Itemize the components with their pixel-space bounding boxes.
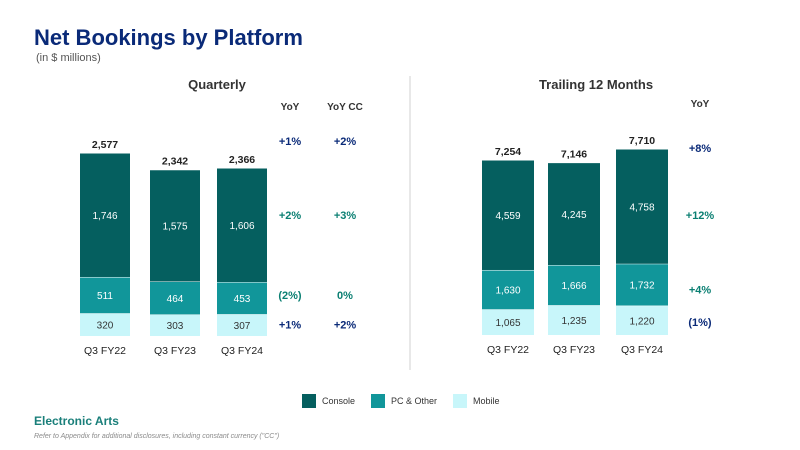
quarterly-value-label-console: 1,575 xyxy=(162,222,187,233)
quarterly-value-label-console: 1,606 xyxy=(229,221,254,232)
trailing-12-months-category-label: Q3 FY24 xyxy=(621,344,663,356)
trailing-12-months-bar-console xyxy=(482,160,534,270)
quarterly-category-label: Q3 FY23 xyxy=(154,345,196,357)
quarterly-value-label-mobile: 303 xyxy=(167,321,184,332)
quarterly-category-label: Q3 FY22 xyxy=(84,345,126,357)
quarterly-yoy-total: +1% xyxy=(279,136,302,148)
quarterly-value-label-mobile: 307 xyxy=(234,321,251,332)
trailing-12-months-total-label: 7,710 xyxy=(629,135,655,147)
quarterly-value-label-mobile: 320 xyxy=(97,321,114,332)
quarterly-yoy-header: YoY xyxy=(281,102,300,113)
quarterly-title: Quarterly xyxy=(188,77,247,92)
quarterly-total-label: 2,366 xyxy=(229,154,255,166)
trailing-12-months-bar-mobile xyxy=(548,305,600,335)
quarterly-yoy-header: YoY CC xyxy=(327,102,363,113)
quarterly-bar-pc-other xyxy=(150,281,200,315)
quarterly-yoy-console: +3% xyxy=(334,210,357,222)
trailing-12-months-title: Trailing 12 Months xyxy=(539,77,653,92)
trailing-12-months-yoy-pc-other: +4% xyxy=(689,285,712,297)
quarterly-bar-pc-other xyxy=(80,276,130,314)
legend-swatch-console xyxy=(302,394,316,408)
quarterly-yoy-mobile: +2% xyxy=(334,320,357,332)
legend-swatch-pc xyxy=(371,394,386,408)
legend-item-mobile: Mobile xyxy=(453,394,500,408)
quarterly-value-label-pc-other: 511 xyxy=(97,291,113,302)
quarterly-bar-mobile xyxy=(80,313,130,336)
legend-label-pc: PC & Other xyxy=(391,396,438,406)
legend-label-mobile: Mobile xyxy=(473,396,500,406)
quarterly-value-label-pc-other: 464 xyxy=(167,294,184,305)
legend-swatch-mobile xyxy=(453,394,468,408)
trailing-12-months-value-label-mobile: 1,235 xyxy=(561,316,586,327)
trailing-12-months-yoy-mobile: (1%) xyxy=(688,317,712,329)
quarterly-bar-mobile xyxy=(217,314,267,336)
trailing-12-months-total-label: 7,146 xyxy=(561,149,587,161)
legend-label-console: Console xyxy=(322,396,356,406)
page-subtitle: (in $ millions) xyxy=(36,52,101,64)
trailing-12-months-bar-pc-other xyxy=(616,263,668,306)
trailing-12-months-bar-console xyxy=(616,149,668,264)
quarterly-total-label: 2,577 xyxy=(92,139,118,151)
trailing-12-months-total-label: 7,254 xyxy=(495,146,521,158)
trailing-12-months-value-label-pc-other: 1,666 xyxy=(561,281,586,292)
trailing-12-months-category-label: Q3 FY22 xyxy=(487,344,529,356)
trailing-12-months-value-label-mobile: 1,065 xyxy=(495,318,520,329)
quarterly-yoy-mobile: +1% xyxy=(279,320,302,332)
quarterly-value-label-pc-other: 453 xyxy=(234,294,251,305)
page-title: Net Bookings by Platform xyxy=(34,25,303,50)
trailing-12-months-value-label-console: 4,245 xyxy=(561,210,586,221)
trailing-12-months-bar-mobile xyxy=(482,309,534,335)
legend: Console PC & Other Mobile xyxy=(302,394,500,408)
quarterly-bar-mobile xyxy=(150,314,200,336)
legend-item-console: Console xyxy=(302,394,355,408)
quarterly-yoy-console: +2% xyxy=(279,210,302,222)
quarterly-bar-console xyxy=(80,153,130,277)
quarterly-bar-console xyxy=(217,167,267,283)
footnote: Refer to Appendix for additional disclos… xyxy=(34,433,280,440)
quarterly-yoy-pc-other: (2%) xyxy=(278,290,302,302)
trailing-12-months-bar-mobile xyxy=(616,305,668,335)
trailing-12-months-yoy-header: YoY xyxy=(691,99,710,110)
quarterly-value-label-console: 1,746 xyxy=(92,211,117,222)
quarterly-category-label: Q3 FY24 xyxy=(221,345,263,357)
legend-item-pc: PC & Other xyxy=(371,394,437,408)
trailing-12-months-value-label-mobile: 1,220 xyxy=(629,316,654,327)
trailing-12-months-bar-pc-other xyxy=(548,265,600,306)
quarterly-bar-console xyxy=(150,169,200,282)
quarterly-yoy-pc-other: 0% xyxy=(337,290,353,302)
trailing-12-months-value-label-pc-other: 1,630 xyxy=(495,286,520,297)
trailing-12-months-bar-pc-other xyxy=(482,269,534,310)
trailing-12-months-value-label-console: 4,758 xyxy=(629,202,654,213)
trailing-12-months-value-label-console: 4,559 xyxy=(495,211,520,222)
trailing-12-months-category-label: Q3 FY23 xyxy=(553,344,595,356)
trailing-12-months-yoy-console: +12% xyxy=(686,210,715,222)
trailing-12-months-value-label-pc-other: 1,732 xyxy=(629,281,654,292)
quarterly-total-label: 2,342 xyxy=(162,156,188,168)
quarterly-yoy-total: +2% xyxy=(334,136,357,148)
trailing-12-months-yoy-total: +8% xyxy=(689,143,712,155)
trailing-12-months-bar-console xyxy=(548,162,600,266)
brand-logo: Electronic Arts xyxy=(34,414,119,428)
quarterly-bar-pc-other xyxy=(217,282,267,315)
